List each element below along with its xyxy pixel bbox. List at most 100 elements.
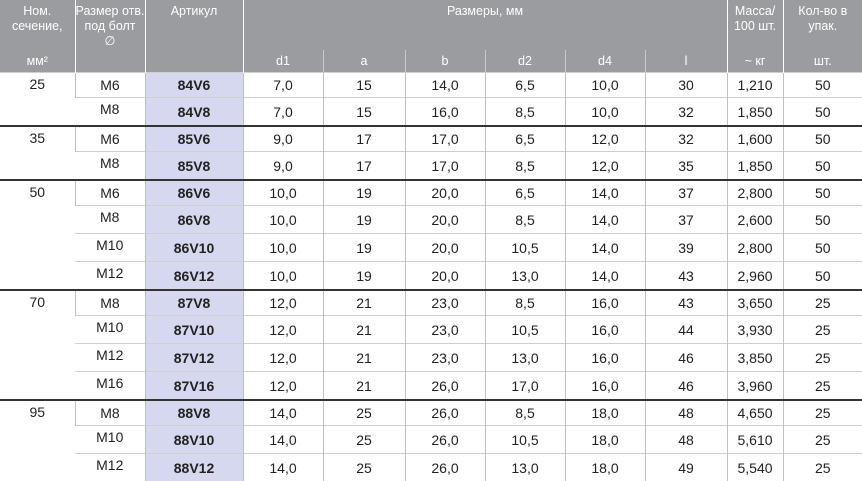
l-cell: 32 xyxy=(645,98,727,127)
l-cell: 35 xyxy=(645,152,727,181)
header-dim-d1: d1 xyxy=(243,50,323,73)
d1-cell: 10,0 xyxy=(243,262,323,291)
article-cell: 86V6 xyxy=(145,180,243,206)
header-nom-unit: мм² xyxy=(0,50,75,73)
d1-cell: 10,0 xyxy=(243,206,323,234)
a-cell: 21 xyxy=(323,290,405,316)
mass-cell: 5,610 xyxy=(727,426,783,454)
b-cell: 26,0 xyxy=(405,372,485,401)
header-mass: Масса/ 100 шт. xyxy=(727,0,783,50)
qty-cell: 50 xyxy=(783,73,862,98)
qty-cell: 25 xyxy=(783,344,862,372)
a-cell: 21 xyxy=(323,372,405,401)
header-dims: Размеры, мм xyxy=(243,0,727,50)
b-cell: 26,0 xyxy=(405,426,485,454)
d4-cell: 14,0 xyxy=(565,206,645,234)
a-cell: 17 xyxy=(323,152,405,181)
article-cell: 85V6 xyxy=(145,126,243,152)
a-cell: 19 xyxy=(323,262,405,291)
qty-cell: 50 xyxy=(783,152,862,181)
header-mass-unit: ~ кг xyxy=(727,50,783,73)
header-dim-l: l xyxy=(645,50,727,73)
bolt-cell: M10 xyxy=(75,316,145,344)
bolt-cell: M8 xyxy=(75,152,145,181)
section-cell: 35 xyxy=(0,126,75,180)
bolt-cell: M8 xyxy=(75,290,145,316)
a-cell: 15 xyxy=(323,98,405,127)
qty-cell: 50 xyxy=(783,180,862,206)
d2-cell: 10,5 xyxy=(485,316,565,344)
d1-cell: 12,0 xyxy=(243,290,323,316)
qty-cell: 50 xyxy=(783,262,862,291)
qty-cell: 50 xyxy=(783,126,862,152)
d1-cell: 12,0 xyxy=(243,344,323,372)
d4-cell: 16,0 xyxy=(565,316,645,344)
mass-cell: 1,850 xyxy=(727,152,783,181)
d1-cell: 10,0 xyxy=(243,234,323,262)
header-dim-b: b xyxy=(405,50,485,73)
mass-cell: 1,850 xyxy=(727,98,783,127)
d4-cell: 12,0 xyxy=(565,126,645,152)
d4-cell: 10,0 xyxy=(565,98,645,127)
header-qty-unit: шт. xyxy=(783,50,862,73)
bolt-cell: M6 xyxy=(75,180,145,206)
b-cell: 26,0 xyxy=(405,454,485,481)
mass-cell: 2,800 xyxy=(727,234,783,262)
d2-cell: 8,5 xyxy=(485,290,565,316)
b-cell: 23,0 xyxy=(405,316,485,344)
d4-cell: 16,0 xyxy=(565,372,645,401)
qty-cell: 25 xyxy=(783,400,862,426)
mass-cell: 2,800 xyxy=(727,180,783,206)
d4-cell: 16,0 xyxy=(565,344,645,372)
b-cell: 20,0 xyxy=(405,262,485,291)
bolt-cell: M10 xyxy=(75,426,145,454)
l-cell: 48 xyxy=(645,426,727,454)
section-cell: 95 xyxy=(0,400,75,481)
a-cell: 19 xyxy=(323,234,405,262)
bolt-cell: M6 xyxy=(75,73,145,98)
b-cell: 20,0 xyxy=(405,206,485,234)
d4-cell: 12,0 xyxy=(565,152,645,181)
article-cell: 88V10 xyxy=(145,426,243,454)
b-cell: 23,0 xyxy=(405,290,485,316)
header-article: Артикул xyxy=(145,0,243,73)
a-cell: 21 xyxy=(323,316,405,344)
d4-cell: 14,0 xyxy=(565,262,645,291)
article-cell: 86V8 xyxy=(145,206,243,234)
mass-cell: 3,650 xyxy=(727,290,783,316)
mass-cell: 5,540 xyxy=(727,454,783,481)
d2-cell: 8,5 xyxy=(485,152,565,181)
d2-cell: 8,5 xyxy=(485,400,565,426)
diameter-icon: ∅ xyxy=(105,34,116,48)
section-cell: 70 xyxy=(0,290,75,400)
article-cell: 85V8 xyxy=(145,152,243,181)
d1-cell: 7,0 xyxy=(243,73,323,98)
mass-cell: 4,650 xyxy=(727,400,783,426)
section-cell: 50 xyxy=(0,180,75,290)
bolt-cell: M8 xyxy=(75,206,145,234)
d4-cell: 14,0 xyxy=(565,180,645,206)
l-cell: 37 xyxy=(645,180,727,206)
l-cell: 46 xyxy=(645,344,727,372)
d2-cell: 13,0 xyxy=(485,262,565,291)
a-cell: 21 xyxy=(323,344,405,372)
qty-cell: 25 xyxy=(783,454,862,481)
b-cell: 20,0 xyxy=(405,234,485,262)
d1-cell: 7,0 xyxy=(243,98,323,127)
d1-cell: 12,0 xyxy=(243,316,323,344)
l-cell: 44 xyxy=(645,316,727,344)
mass-cell: 1,210 xyxy=(727,73,783,98)
d4-cell: 14,0 xyxy=(565,234,645,262)
header-nom: Ном. сечение, xyxy=(0,0,75,50)
d2-cell: 17,0 xyxy=(485,372,565,401)
article-cell: 86V10 xyxy=(145,234,243,262)
bolt-cell: M8 xyxy=(75,98,145,127)
header-bolt: Размер отв. под болт∅ xyxy=(75,0,145,73)
header-dim-d4: d4 xyxy=(565,50,645,73)
b-cell: 26,0 xyxy=(405,400,485,426)
